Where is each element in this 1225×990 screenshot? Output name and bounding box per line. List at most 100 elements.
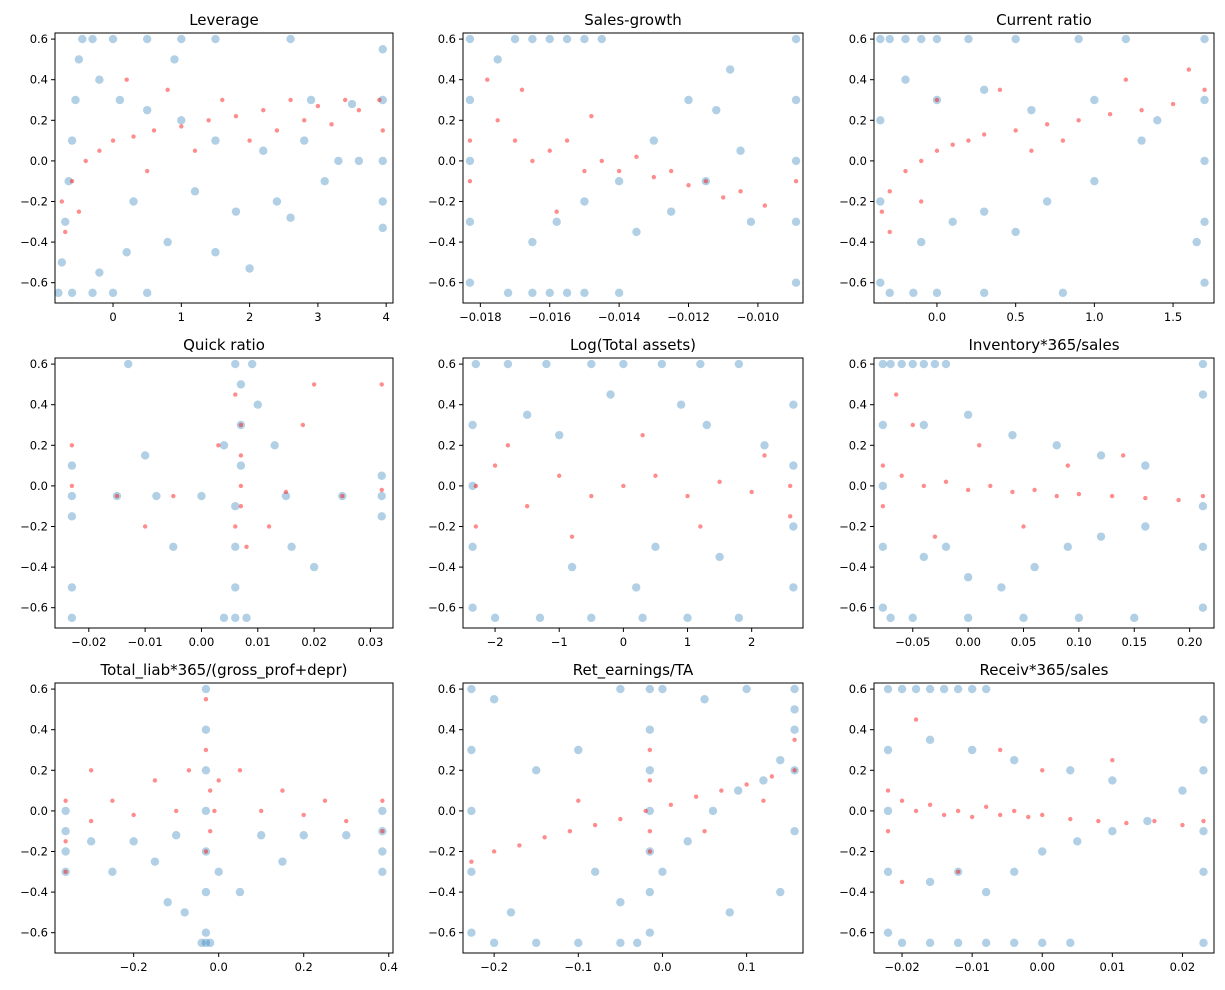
x-tick: 0.05 xyxy=(1011,628,1037,649)
data-point xyxy=(197,938,206,948)
data-point xyxy=(1038,847,1047,856)
data-point xyxy=(1010,867,1019,876)
data-point xyxy=(1200,95,1209,105)
y-tick: 0.0 xyxy=(438,804,463,818)
data-point xyxy=(1199,938,1208,948)
x-tick-label: 2 xyxy=(748,635,755,649)
axes-frame xyxy=(54,357,394,629)
x-tick-label: 0.05 xyxy=(1011,635,1037,649)
data-point xyxy=(715,552,724,562)
y-tick: −0.2 xyxy=(20,519,55,533)
data-point xyxy=(343,97,348,103)
data-point xyxy=(492,463,498,468)
data-point xyxy=(988,483,993,489)
data-point xyxy=(950,142,955,147)
y-tick-label: 0.4 xyxy=(30,723,48,737)
data-point xyxy=(683,613,692,623)
y-tick-label: −0.4 xyxy=(839,235,867,249)
y-tick: −0.6 xyxy=(839,601,874,615)
data-point xyxy=(114,493,120,499)
data-point xyxy=(216,778,221,783)
x-tick: 0.00 xyxy=(1029,953,1055,974)
data-point xyxy=(219,613,229,623)
data-point xyxy=(633,938,642,948)
y-tick-label: −0.2 xyxy=(839,844,867,858)
data-point xyxy=(108,867,117,876)
y-tick-label: 0.6 xyxy=(438,32,456,46)
axes-frame xyxy=(462,682,804,954)
data-point xyxy=(378,197,387,206)
data-point xyxy=(1096,532,1106,541)
data-point xyxy=(1176,497,1181,503)
data-point xyxy=(618,816,623,822)
y-tick: −0.4 xyxy=(428,560,463,574)
data-point xyxy=(698,524,703,529)
y-tick-label: 0.0 xyxy=(438,479,456,493)
data-point xyxy=(701,176,711,186)
data-point xyxy=(789,400,798,409)
data-point xyxy=(965,487,971,493)
data-point xyxy=(744,782,749,787)
data-point xyxy=(237,768,243,773)
x-tick-label: −0.05 xyxy=(895,635,930,649)
data-point xyxy=(506,908,516,917)
data-point xyxy=(886,613,895,623)
x-tick-label: 3 xyxy=(314,310,321,324)
y-tick: 0.2 xyxy=(849,113,874,127)
data-point xyxy=(1124,820,1129,826)
x-tick-label: 0.0 xyxy=(928,310,946,324)
data-point xyxy=(789,461,798,470)
x-tick: 0.20 xyxy=(1177,628,1202,649)
data-point xyxy=(201,847,211,856)
data-point xyxy=(913,717,919,722)
data-point xyxy=(736,146,745,155)
y-tick-label: −0.2 xyxy=(428,519,456,533)
y-tick-label: 0.0 xyxy=(438,154,456,168)
x-tick-label: 0.01 xyxy=(1100,960,1126,974)
series-2 xyxy=(59,77,385,235)
y-tick-label: −0.6 xyxy=(428,601,456,615)
data-point xyxy=(61,806,70,816)
data-point xyxy=(465,278,475,287)
y-tick-label: −0.6 xyxy=(428,276,456,290)
data-point xyxy=(708,806,718,816)
y-tick-label: 0.4 xyxy=(30,398,48,412)
data-point xyxy=(1073,837,1082,846)
data-point xyxy=(887,229,892,235)
series-1 xyxy=(878,359,1208,623)
data-point xyxy=(238,422,244,428)
data-point xyxy=(244,544,249,549)
data-point xyxy=(231,613,240,623)
data-point xyxy=(129,837,138,846)
data-point xyxy=(1021,524,1026,529)
data-point xyxy=(377,97,382,103)
data-point xyxy=(793,178,799,184)
x-tick: 0.2 xyxy=(295,953,313,974)
y-tick: 0.6 xyxy=(30,682,55,696)
data-point xyxy=(261,107,266,113)
data-point xyxy=(519,87,525,93)
data-point xyxy=(749,489,754,495)
data-point xyxy=(769,774,775,779)
data-point xyxy=(171,493,176,499)
subplot-title: Log(Total assets) xyxy=(570,336,696,354)
data-point xyxy=(344,818,349,824)
series-1 xyxy=(61,684,387,948)
data-point xyxy=(378,847,387,856)
data-point xyxy=(717,479,722,485)
y-tick: 0.6 xyxy=(438,357,463,371)
axes-frame xyxy=(873,32,1215,304)
data-point xyxy=(287,542,296,551)
subplot-title: Total_liab*365/(gross_prof+depr) xyxy=(100,661,348,680)
data-point xyxy=(967,684,977,694)
data-point xyxy=(657,359,667,369)
data-point xyxy=(632,583,641,592)
data-point xyxy=(61,826,70,836)
data-point xyxy=(309,562,319,572)
data-point xyxy=(1200,493,1206,499)
axes-frame xyxy=(462,357,804,629)
data-point xyxy=(1054,493,1059,499)
data-point xyxy=(645,766,655,775)
data-point xyxy=(124,77,129,82)
data-point xyxy=(86,837,96,846)
